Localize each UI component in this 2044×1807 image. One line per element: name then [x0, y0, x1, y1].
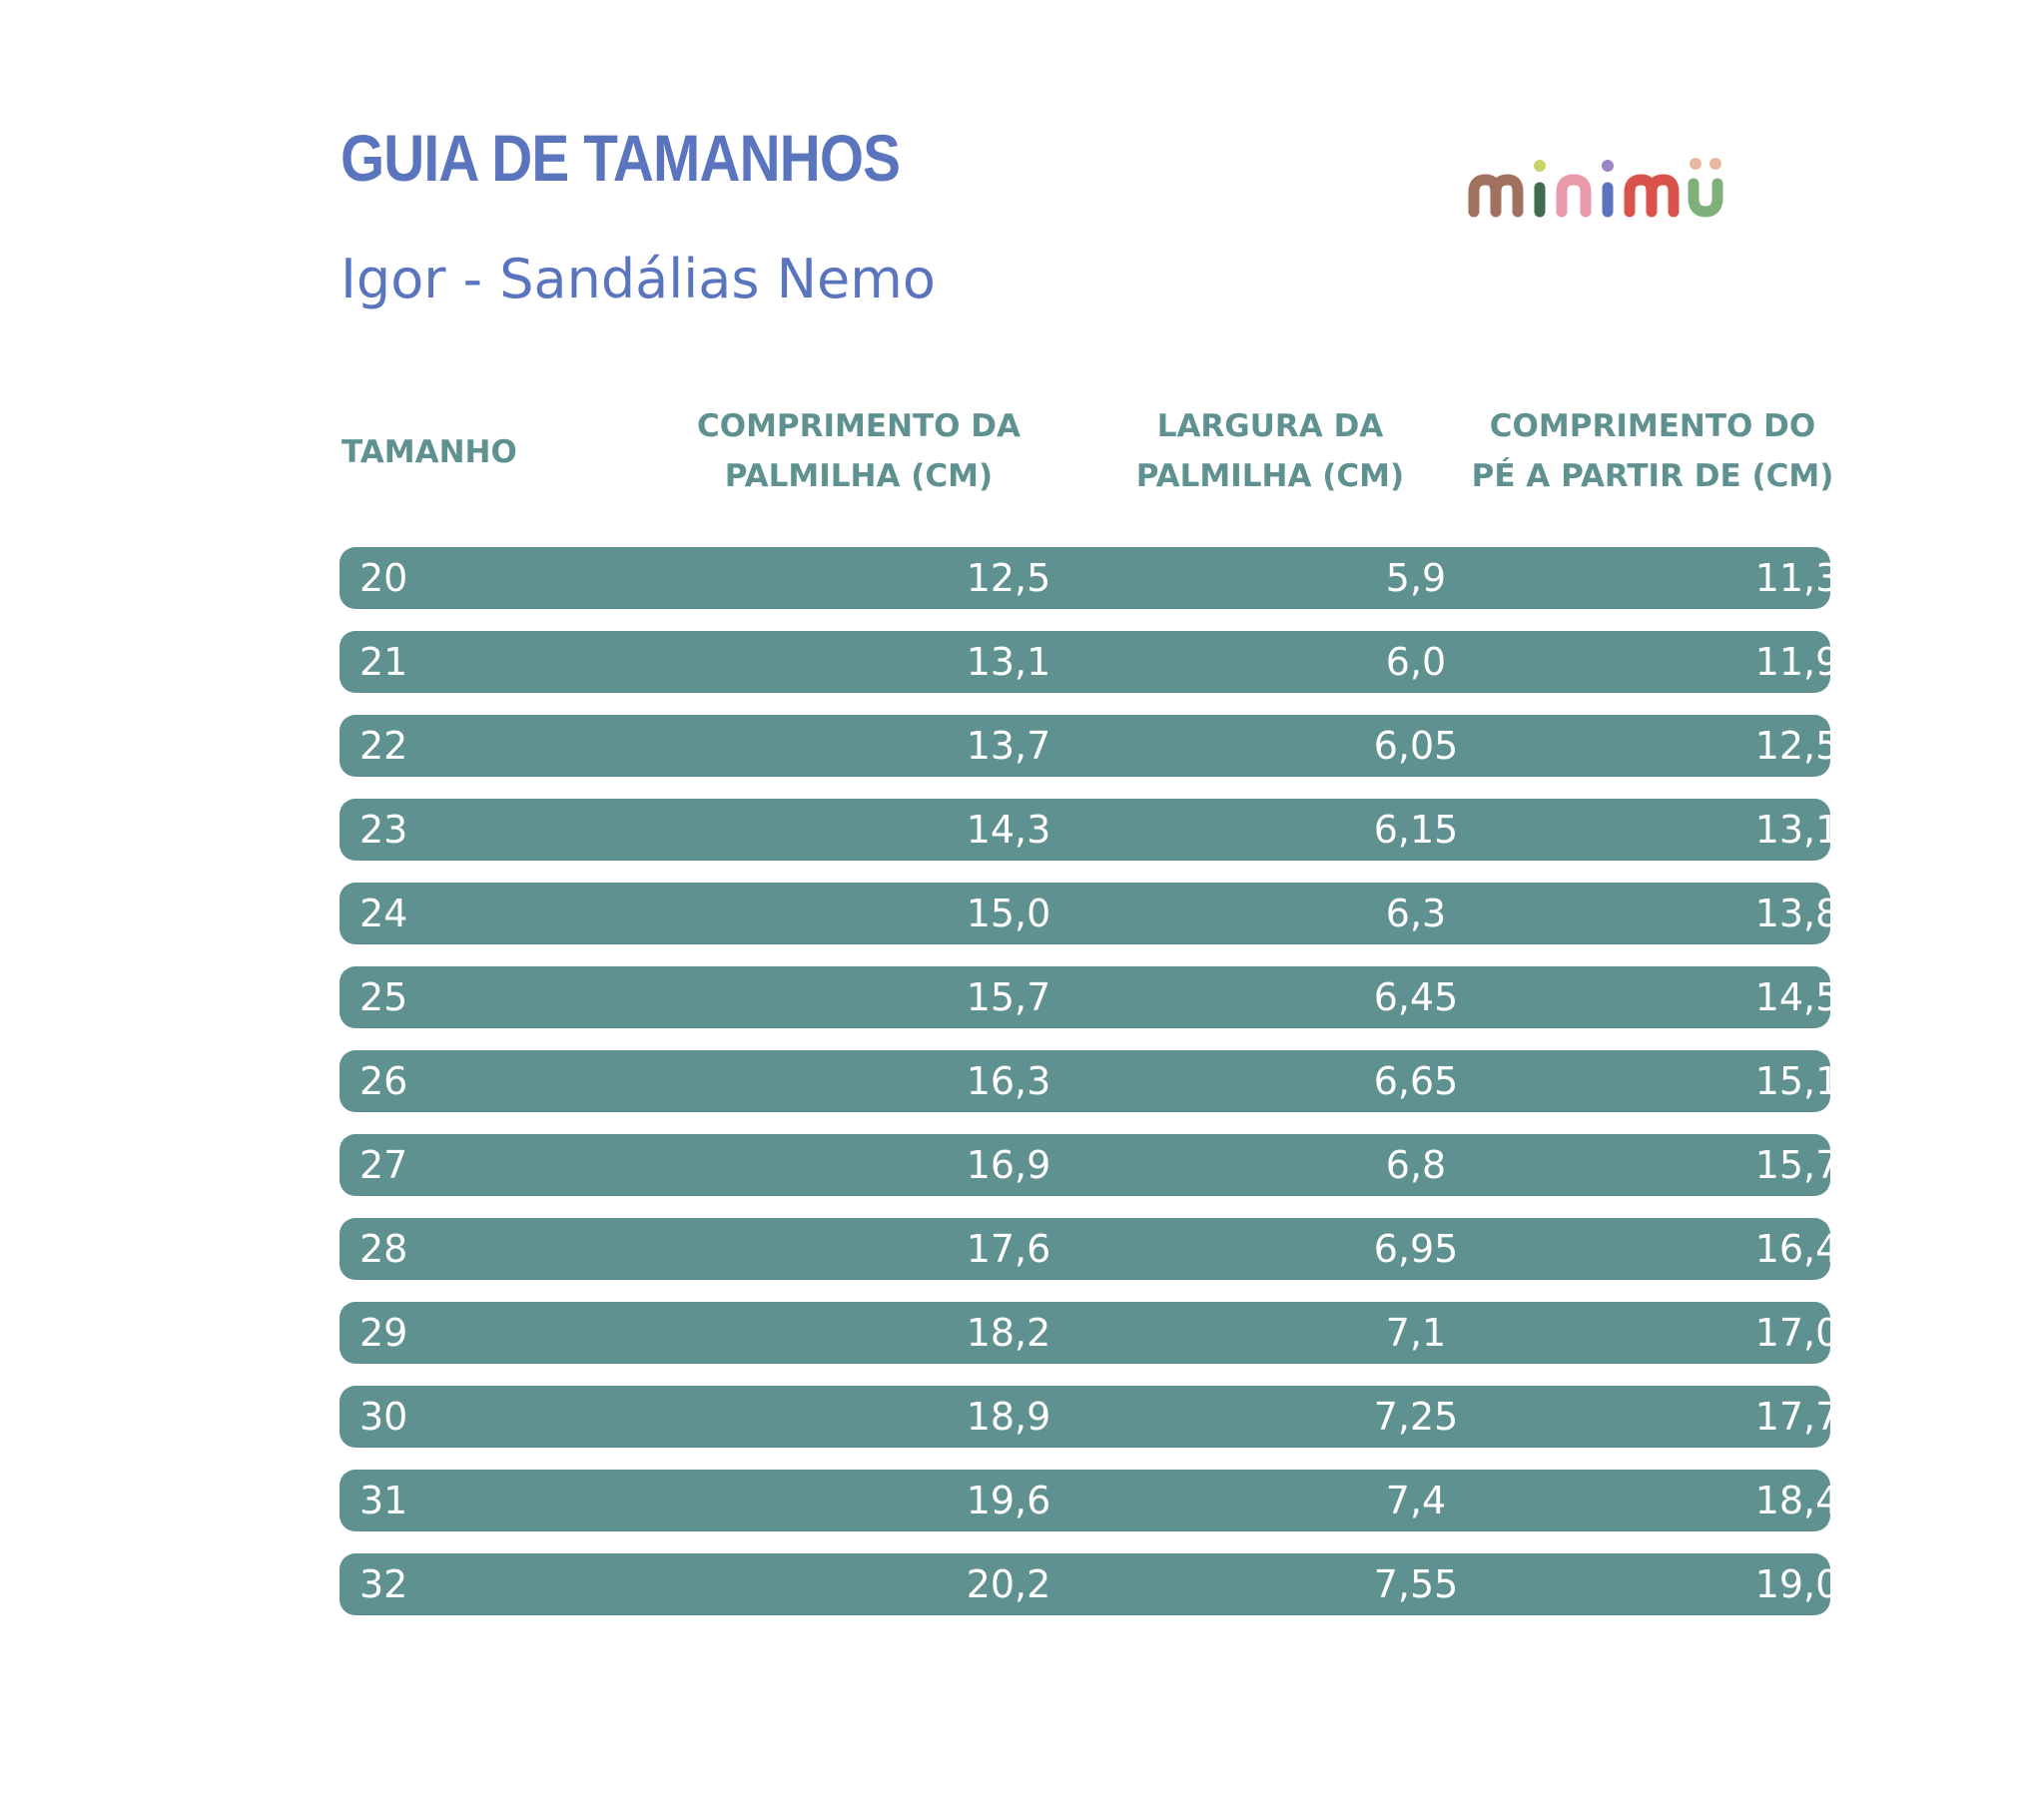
- page-subtitle: Igor - Sandálias Nemo: [341, 248, 936, 310]
- table-row: 24 15,0 6,3 13,8: [340, 883, 1839, 944]
- cell-foot-length: 13,8: [1754, 892, 1840, 935]
- table-row: 28 17,6 6,95 16,4: [340, 1218, 1839, 1280]
- cell-size: 27: [359, 1143, 408, 1187]
- cell-foot-length: 12,5: [1754, 724, 1840, 768]
- cell-foot-length: 11,9: [1754, 640, 1840, 684]
- cell-insole-length: 13,1: [966, 640, 1051, 684]
- header-insole-length: COMPRIMENTO DA PALMILHA (CM): [696, 408, 1022, 494]
- cell-size: 20: [359, 556, 408, 600]
- cell-foot-length: 15,7: [1754, 1143, 1840, 1187]
- cell-insole-length: 12,5: [966, 556, 1051, 600]
- cell-insole-width: 6,8: [1385, 1143, 1447, 1187]
- cell-foot-length: 17,7: [1754, 1395, 1840, 1439]
- header-size: TAMANHO: [341, 434, 517, 470]
- cell-insole-length: 16,3: [966, 1059, 1051, 1103]
- cell-size: 31: [359, 1479, 408, 1522]
- page-title: GUIA DE TAMANHOS: [341, 121, 901, 195]
- cell-size: 32: [359, 1562, 408, 1606]
- cell-size: 22: [359, 724, 408, 768]
- cell-insole-length: 18,2: [966, 1311, 1051, 1355]
- cell-size: 21: [359, 640, 408, 684]
- cell-foot-length: 19,0: [1754, 1562, 1840, 1606]
- cell-insole-width: 6,0: [1385, 640, 1447, 684]
- cell-size: 28: [359, 1227, 408, 1271]
- cell-size: 29: [359, 1311, 408, 1355]
- cell-size: 25: [359, 975, 408, 1019]
- cell-insole-length: 16,9: [966, 1143, 1051, 1187]
- cell-insole-width: 5,9: [1385, 556, 1447, 600]
- minimu-logo: [1468, 158, 1723, 218]
- cell-insole-width: 7,4: [1385, 1479, 1447, 1522]
- table-row: 20 12,5 5,9 11,3: [340, 547, 1839, 609]
- cell-insole-length: 17,6: [966, 1227, 1051, 1271]
- table-row: 21 13,1 6,0 11,9: [340, 631, 1839, 693]
- cell-insole-width: 7,55: [1373, 1562, 1459, 1606]
- cell-insole-length: 19,6: [966, 1479, 1051, 1522]
- cell-insole-length: 13,7: [966, 724, 1051, 768]
- cell-foot-length: 14,5: [1754, 975, 1840, 1019]
- cell-foot-length: 13,1: [1754, 808, 1840, 852]
- cell-insole-width: 6,05: [1373, 724, 1459, 768]
- size-table: 20 12,5 5,9 11,3 21 13,1 6,0 11,9 22 13,…: [340, 547, 1839, 1637]
- cell-insole-width: 6,3: [1385, 892, 1447, 935]
- table-row: 27 16,9 6,8 15,7: [340, 1134, 1839, 1196]
- table-row: 23 14,3 6,15 13,1: [340, 799, 1839, 861]
- cell-size: 23: [359, 808, 408, 852]
- cell-foot-length: 11,3: [1754, 556, 1840, 600]
- cell-insole-length: 14,3: [966, 808, 1051, 852]
- cell-insole-width: 7,1: [1385, 1311, 1447, 1355]
- cell-size: 30: [359, 1395, 408, 1439]
- table-row: 26 16,3 6,65 15,1: [340, 1050, 1839, 1112]
- header-insole-width: LARGURA DA PALMILHA (CM): [1135, 408, 1405, 494]
- table-row: 32 20,2 7,55 19,0: [340, 1553, 1839, 1615]
- cell-size: 24: [359, 892, 408, 935]
- cell-insole-length: 20,2: [966, 1562, 1051, 1606]
- cell-insole-length: 15,7: [966, 975, 1051, 1019]
- cell-insole-width: 7,25: [1373, 1395, 1459, 1439]
- cell-insole-width: 6,45: [1373, 975, 1459, 1019]
- cell-insole-length: 18,9: [966, 1395, 1051, 1439]
- cell-foot-length: 18,4: [1754, 1479, 1840, 1522]
- table-row: 29 18,2 7,1 17,0: [340, 1302, 1839, 1364]
- header-foot-length: COMPRIMENTO DO PÉ A PARTIR DE (CM): [1471, 408, 1834, 494]
- cell-insole-width: 6,65: [1373, 1059, 1459, 1103]
- cell-foot-length: 15,1: [1754, 1059, 1840, 1103]
- table-row: 22 13,7 6,05 12,5: [340, 715, 1839, 777]
- table-row: 31 19,6 7,4 18,4: [340, 1470, 1839, 1531]
- cell-insole-width: 6,15: [1373, 808, 1459, 852]
- cell-size: 26: [359, 1059, 408, 1103]
- cell-insole-length: 15,0: [966, 892, 1051, 935]
- cell-foot-length: 17,0: [1754, 1311, 1840, 1355]
- cell-insole-width: 6,95: [1373, 1227, 1459, 1271]
- table-row: 30 18,9 7,25 17,7: [340, 1386, 1839, 1448]
- table-row: 25 15,7 6,45 14,5: [340, 966, 1839, 1028]
- cell-foot-length: 16,4: [1754, 1227, 1840, 1271]
